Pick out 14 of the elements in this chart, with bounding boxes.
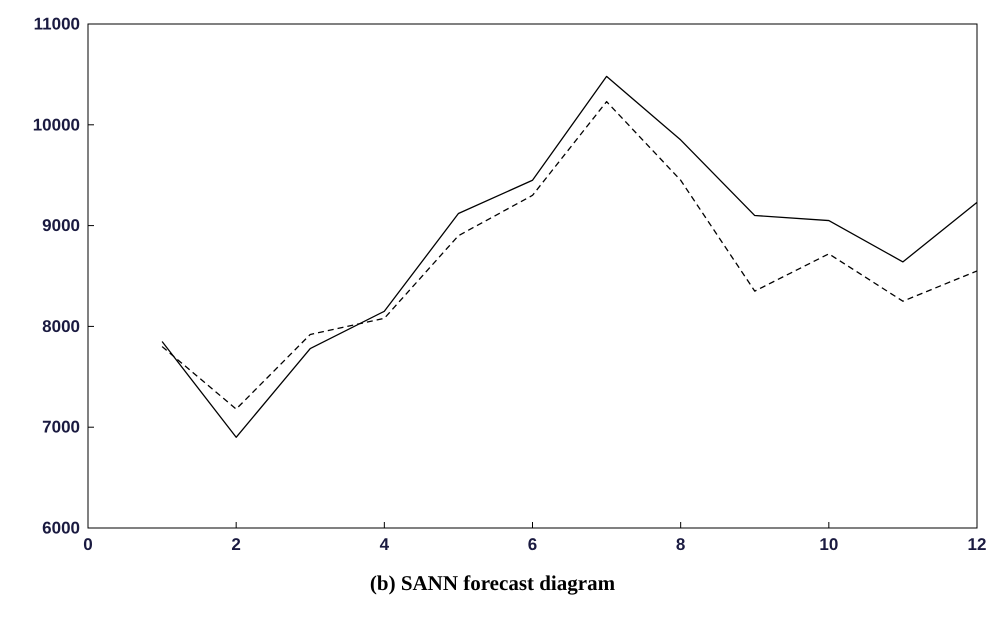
y-tick-label: 6000 [42, 518, 80, 538]
y-tick-label: 8000 [42, 316, 80, 336]
x-tick-label: 10 [819, 535, 838, 554]
x-tick-label: 0 [83, 535, 93, 554]
x-tick-label: 6 [528, 535, 538, 554]
x-tick-label: 4 [380, 535, 390, 554]
y-tick-label: 10000 [32, 115, 80, 134]
y-tick-label: 7000 [42, 418, 80, 437]
x-tick-label: 2 [231, 535, 241, 554]
y-tick-label: 11000 [34, 14, 80, 34]
text: (b) SANN forecast diagram [370, 571, 616, 595]
x-tick-label: 12 [968, 535, 986, 554]
y-tick-label: 9000 [42, 216, 80, 236]
x-tick-label: 8 [676, 535, 686, 554]
